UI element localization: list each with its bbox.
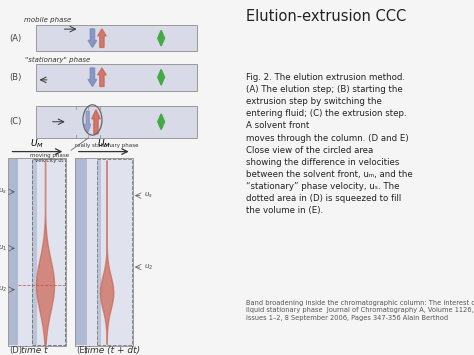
Text: time (t + dt): time (t + dt)	[84, 346, 140, 355]
Text: (C): (C)	[9, 117, 21, 126]
Bar	[8, 158, 66, 346]
Bar	[75, 159, 87, 345]
Bar	[36, 106, 197, 138]
Bar	[36, 25, 197, 51]
Text: time t: time t	[21, 346, 48, 355]
Text: mobile phase: mobile phase	[24, 17, 71, 23]
Bar	[75, 158, 133, 346]
Text: $u_s$: $u_s$	[0, 187, 7, 196]
Bar	[97, 159, 101, 345]
Bar	[36, 64, 197, 91]
Text: $u_1$: $u_1$	[0, 244, 7, 253]
Text: Band broadening inside the chromatographic column: The interest of a
liquid stat: Band broadening inside the chromatograph…	[246, 300, 474, 321]
Text: $U_M$: $U_M$	[30, 138, 44, 150]
Text: Fig. 2. The elution extrusion method.
(A) The elution step; (B) starting the
ext: Fig. 2. The elution extrusion method. (A…	[246, 73, 413, 215]
Polygon shape	[158, 114, 164, 130]
Polygon shape	[158, 69, 164, 85]
FancyArrow shape	[92, 110, 100, 134]
Text: "stationary" phase: "stationary" phase	[25, 57, 90, 63]
Bar	[9, 159, 18, 345]
Text: moving phase
velocity u₂: moving phase velocity u₂	[30, 153, 69, 163]
Text: $u_s$: $u_s$	[144, 191, 153, 200]
FancyArrow shape	[88, 68, 97, 86]
FancyArrow shape	[98, 29, 106, 47]
FancyArrow shape	[88, 29, 97, 47]
Bar	[97, 159, 132, 345]
Bar	[32, 159, 65, 345]
Text: (B): (B)	[9, 73, 21, 82]
FancyArrow shape	[85, 111, 91, 132]
Text: (A): (A)	[9, 34, 21, 43]
Text: really stationary phase: really stationary phase	[75, 143, 138, 148]
Text: $u_2$: $u_2$	[144, 262, 153, 272]
Text: (E): (E)	[76, 346, 88, 355]
Text: $U_M$: $U_M$	[97, 138, 110, 150]
FancyArrow shape	[98, 68, 106, 86]
Bar	[32, 159, 37, 345]
Text: Elution-extrusion CCC: Elution-extrusion CCC	[246, 9, 407, 24]
Text: $u_2$: $u_2$	[0, 285, 7, 294]
Polygon shape	[158, 30, 164, 46]
Text: (D): (D)	[9, 346, 22, 355]
